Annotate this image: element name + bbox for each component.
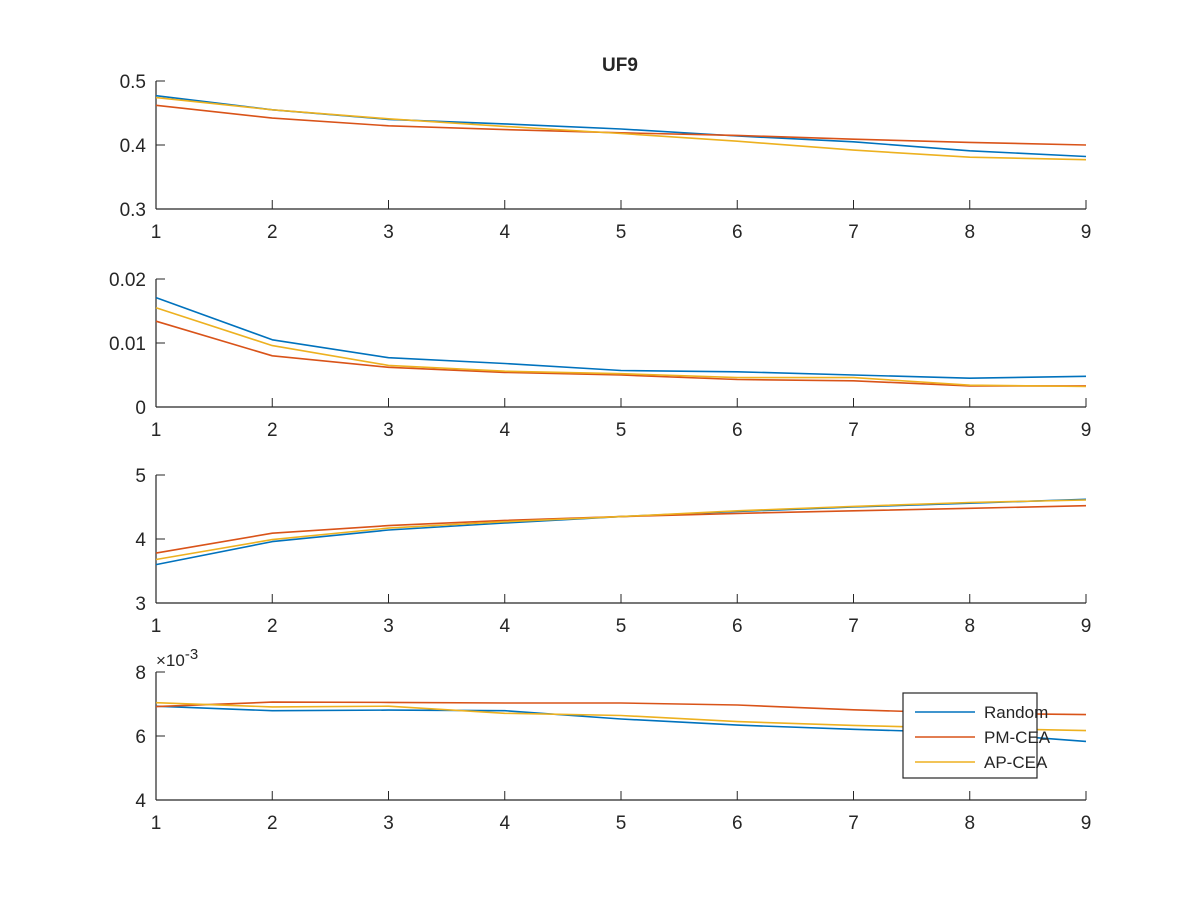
x-tick-label: 7 [848,420,859,441]
x-tick-label: 8 [964,616,975,637]
x-tick-label: 7 [848,222,859,243]
x-tick-label: 1 [151,616,162,637]
y-tick-label: 0.4 [120,136,147,157]
legend-label: Random [984,703,1048,722]
x-tick-label: 3 [383,222,394,243]
y-tick-label: 0 [135,398,146,419]
series-line-ap-cea [155,499,1087,561]
x-tick-label: 2 [267,813,278,834]
y-tick-label: 0.3 [120,200,146,221]
legend-label: PM-CEA [984,728,1051,747]
y-exponent-power: -3 [185,646,198,663]
legend-box [902,692,1038,779]
x-tick-label: 5 [616,420,627,441]
legend-label: AP-CEA [984,753,1048,772]
x-tick-label: 4 [499,616,510,637]
x-tick-label: 9 [1081,813,1092,834]
x-tick-label: 4 [499,420,510,441]
subplot-1: 1 2 3 4 5 6 7 8 9 0.3 0.4 0.5 [120,72,1092,243]
x-tick-label: 7 [848,813,859,834]
x-tick-label: 6 [732,420,743,441]
x-tick-label: 1 [151,420,162,441]
x-tick-label: 3 [383,420,394,441]
legend: Random PM-CEA AP-CEA [902,692,1051,779]
x-tick-label: 9 [1081,222,1092,243]
subplot-2: 1 2 3 4 5 6 7 8 9 0 0.01 0.02 [109,270,1091,441]
y-tick-label: 0.5 [120,72,146,93]
x-tick-label: 8 [964,813,975,834]
subplot-4: 1 2 3 4 5 6 7 8 9 4 6 8 ×10-3 Random PM-CEA AP-CEA [135,646,1091,834]
x-tick-label: 4 [499,222,510,243]
series-line-random [155,94,1087,158]
x-tick-label: 2 [267,420,278,441]
x-tick-label: 9 [1081,420,1092,441]
series-line-pm-cea [155,504,1087,554]
chart-title: UF9 [602,55,638,76]
x-tick-label: 2 [267,222,278,243]
x-tick-label: 1 [151,813,162,834]
y-tick-label: 4 [135,791,146,812]
x-tick-label: 6 [732,222,743,243]
y-tick-label: 5 [135,466,146,487]
x-tick-label: 4 [499,813,510,834]
x-tick-label: 2 [267,616,278,637]
series-line-random [155,296,1087,380]
series-line-ap-cea [155,96,1087,161]
x-tick-label: 5 [616,616,627,637]
subplot-3: 1 2 3 4 5 6 7 8 9 3 4 5 [135,466,1091,637]
x-tick-label: 8 [964,222,975,243]
y-tick-label: 0.01 [109,334,146,355]
y-tick-label: 8 [135,663,146,684]
series-line-ap-cea [155,307,1087,388]
x-tick-label: 6 [732,616,743,637]
x-tick-label: 5 [616,222,627,243]
y-tick-label: 6 [135,727,146,748]
y-tick-label: 4 [135,530,146,551]
y-tick-label: 3 [135,594,146,615]
x-tick-label: 6 [732,813,743,834]
x-tick-label: 8 [964,420,975,441]
x-tick-label: 1 [151,222,162,243]
x-tick-label: 5 [616,813,627,834]
x-tick-label: 3 [383,616,394,637]
series-line-pm-cea [155,320,1086,387]
x-tick-label: 9 [1081,616,1092,637]
y-tick-label: 0.02 [109,270,146,291]
x-tick-label: 3 [383,813,394,834]
x-tick-label: 7 [848,616,859,637]
y-exponent-label: ×10-3 [156,646,198,670]
